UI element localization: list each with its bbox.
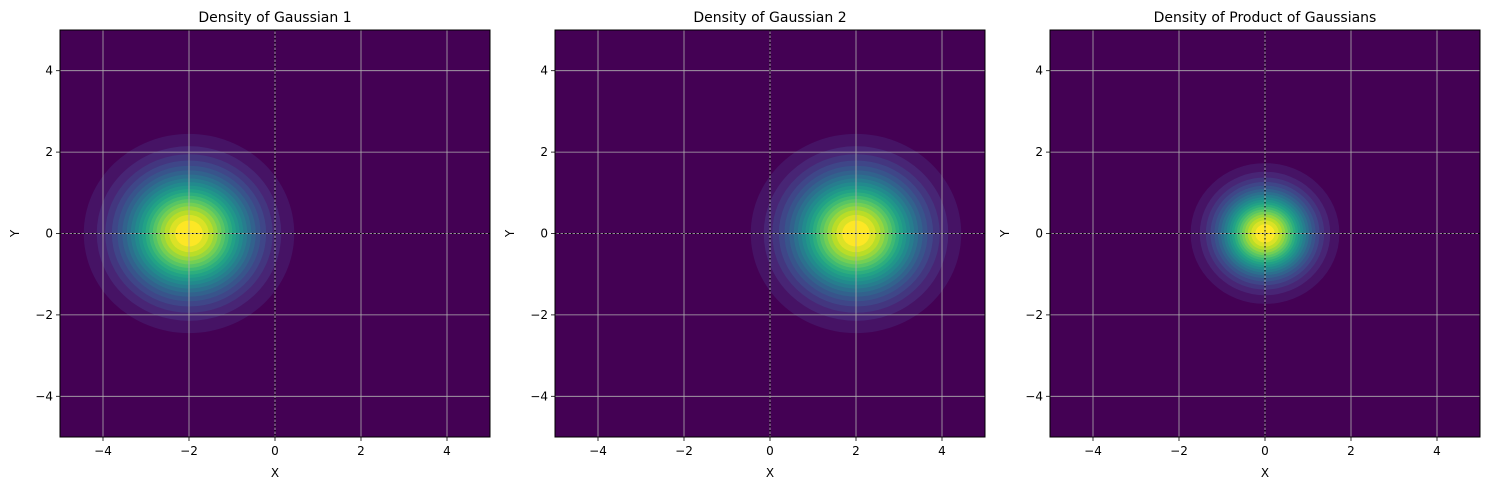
chart-title: Density of Gaussian 1 — [198, 10, 351, 26]
y-tick-label: −2 — [530, 308, 548, 322]
x-tick-label: 0 — [1261, 444, 1269, 458]
y-axis-label: Y — [503, 229, 517, 238]
x-tick-label: −4 — [1084, 444, 1102, 458]
x-tick-label: −2 — [675, 444, 693, 458]
x-tick-label: 2 — [357, 444, 365, 458]
chart-title: Density of Product of Gaussians — [1154, 10, 1377, 26]
x-tick-label: −2 — [180, 444, 198, 458]
x-tick-label: −2 — [1170, 444, 1188, 458]
y-axis-ticks: −4 −2 0 2 4 — [1025, 64, 1050, 403]
x-tick-label: −4 — [589, 444, 607, 458]
y-tick-label: 2 — [540, 145, 548, 159]
x-tick-label: 2 — [1347, 444, 1355, 458]
x-tick-label: 0 — [766, 444, 774, 458]
x-tick-label: −4 — [94, 444, 112, 458]
x-axis-label: X — [271, 466, 279, 480]
y-axis-label: Y — [8, 229, 22, 238]
y-axis-ticks: −4 −2 0 2 4 — [35, 64, 60, 403]
x-axis-ticks: −4 −2 0 2 4 — [589, 437, 946, 458]
y-tick-label: 2 — [1035, 145, 1043, 159]
y-tick-label: 4 — [45, 64, 53, 78]
y-tick-label: 2 — [45, 145, 53, 159]
y-tick-label: −4 — [1025, 389, 1043, 403]
y-tick-label: 0 — [540, 227, 548, 241]
x-tick-label: 4 — [1433, 444, 1441, 458]
density-contours — [750, 133, 962, 334]
x-tick-label: 4 — [938, 444, 946, 458]
x-tick-label: 0 — [271, 444, 279, 458]
y-tick-label: −2 — [1025, 308, 1043, 322]
subplot-product-of-gaussians: Density of Product of Gaussians −4 −2 0 2 4 … — [998, 10, 1481, 480]
x-axis-label: X — [1261, 466, 1269, 480]
y-tick-label: 0 — [1035, 227, 1043, 241]
y-tick-label: 0 — [45, 227, 53, 241]
y-tick-label: 4 — [540, 64, 548, 78]
y-tick-label: −4 — [35, 389, 53, 403]
density-contours — [83, 133, 295, 334]
chart-title: Density of Gaussian 2 — [693, 10, 846, 26]
y-tick-label: 4 — [1035, 64, 1043, 78]
x-tick-label: 2 — [852, 444, 860, 458]
x-axis-label: X — [766, 466, 774, 480]
x-axis-ticks: −4 −2 0 2 4 — [94, 437, 451, 458]
x-tick-label: 4 — [443, 444, 451, 458]
y-axis-label: Y — [998, 229, 1012, 238]
y-tick-label: −2 — [35, 308, 53, 322]
x-axis-ticks: −4 −2 0 2 4 — [1084, 437, 1441, 458]
y-tick-label: −4 — [530, 389, 548, 403]
y-axis-ticks: −4 −2 0 2 4 — [530, 64, 555, 403]
